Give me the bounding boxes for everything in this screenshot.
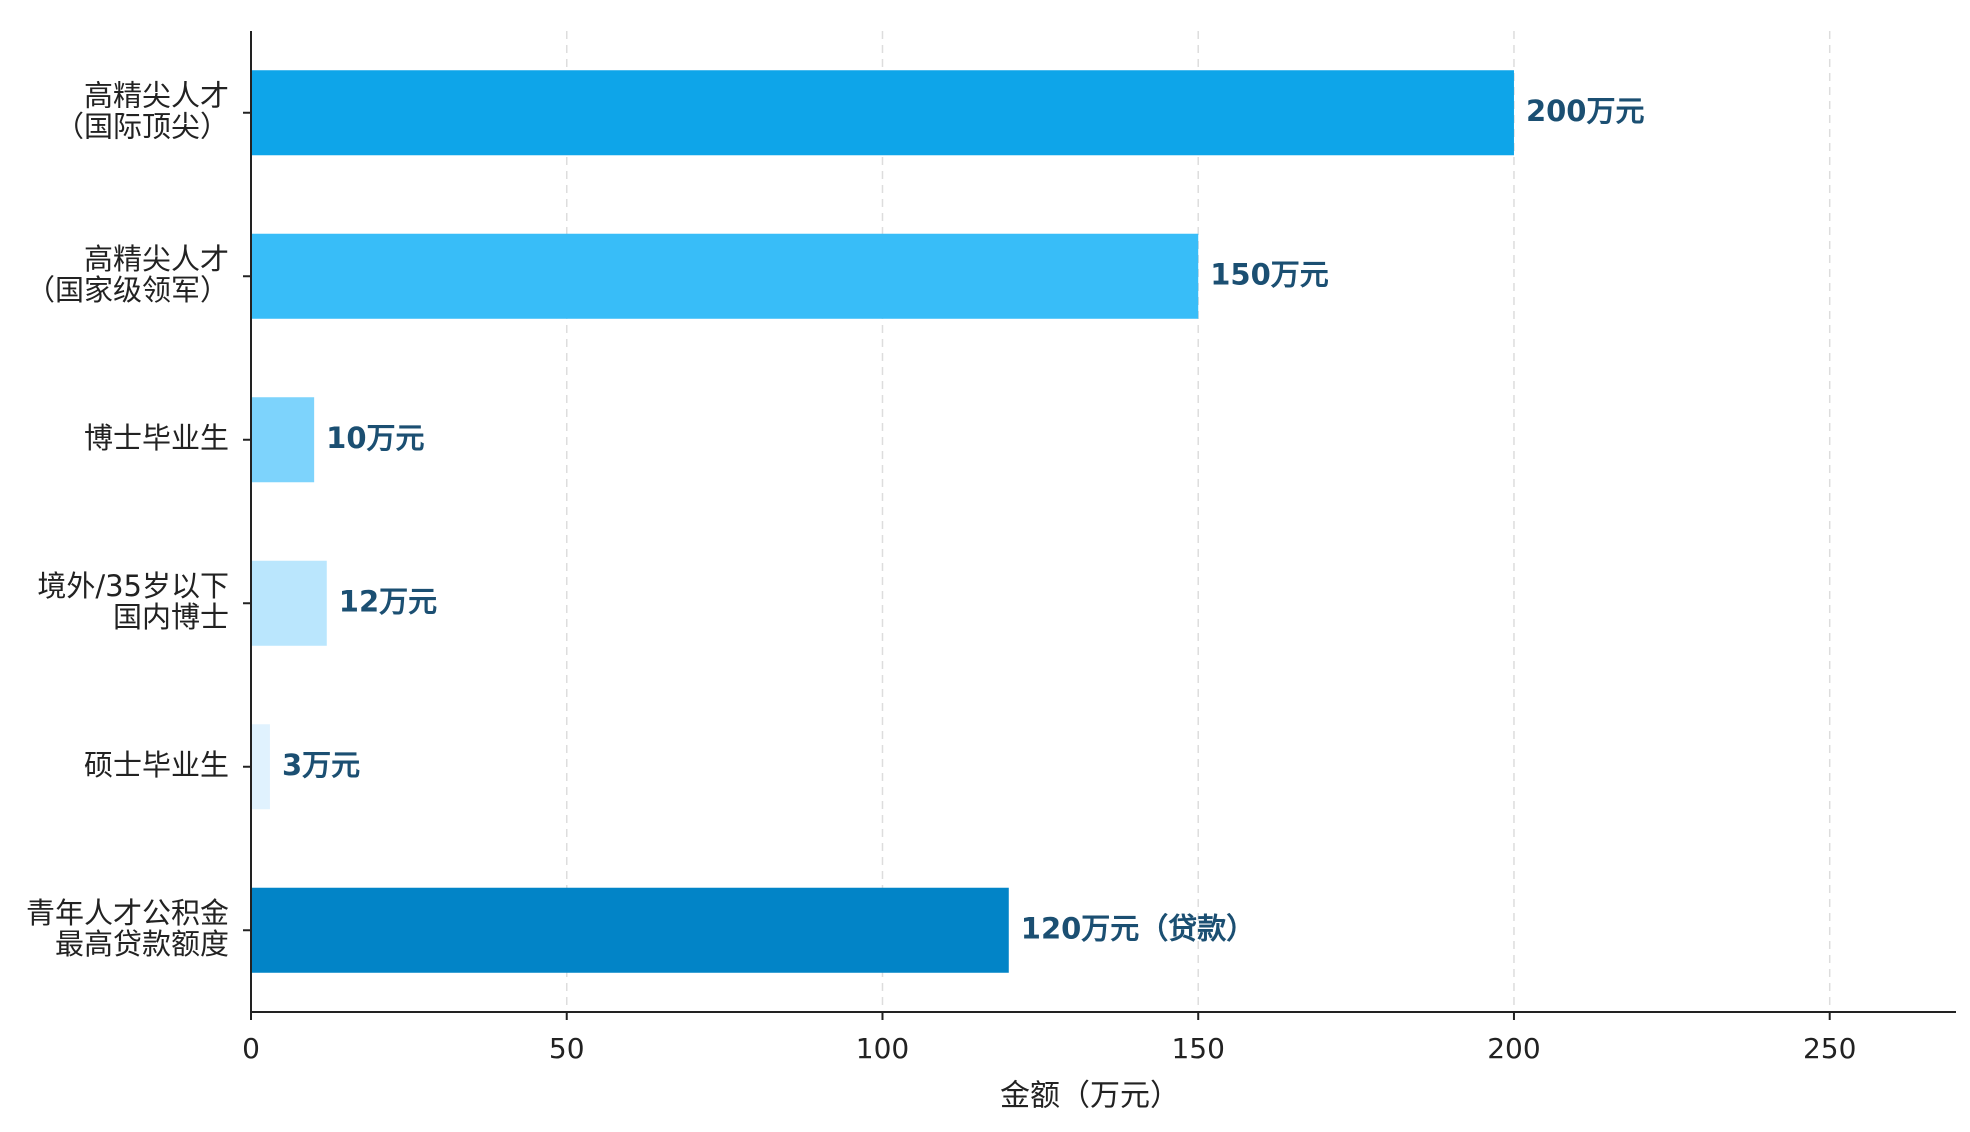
x-tick-label: 50 bbox=[549, 1032, 585, 1065]
y-tick-label-line: 博士毕业生 bbox=[84, 421, 229, 455]
y-tick-label-line: 国内博士 bbox=[113, 600, 229, 634]
y-tick-label: 博士毕业生 bbox=[84, 421, 229, 455]
x-tick-label: 250 bbox=[1803, 1032, 1856, 1065]
bar bbox=[251, 724, 270, 810]
value-label: 10万元 bbox=[326, 421, 424, 455]
y-tick-label-line: （国家级领军） bbox=[26, 273, 229, 307]
x-tick-label: 150 bbox=[1171, 1032, 1224, 1065]
value-label: 200万元 bbox=[1526, 94, 1645, 128]
y-tick-label: 硕士毕业生 bbox=[84, 748, 229, 782]
bar bbox=[251, 70, 1514, 156]
value-label: 12万元 bbox=[339, 584, 437, 618]
bar bbox=[251, 397, 315, 483]
x-tick-label: 200 bbox=[1487, 1032, 1540, 1065]
bar bbox=[251, 887, 1009, 973]
y-tick-label: 境外/35岁以下国内博士 bbox=[37, 569, 229, 634]
y-tick-label-line: 最高贷款额度 bbox=[55, 927, 229, 961]
y-tick-label: 高精尖人才（国际顶尖） bbox=[55, 78, 229, 143]
value-label: 150万元 bbox=[1210, 257, 1329, 291]
y-tick-label: 高精尖人才（国家级领军） bbox=[26, 242, 229, 307]
y-tick-label-line: 高精尖人才 bbox=[84, 242, 229, 276]
x-tick-label: 100 bbox=[856, 1032, 909, 1065]
value-label: 120万元（贷款） bbox=[1021, 911, 1256, 945]
bar bbox=[251, 560, 327, 646]
y-tick-label: 青年人才公积金最高贷款额度 bbox=[26, 896, 229, 961]
bar bbox=[251, 233, 1199, 319]
y-tick-label-line: 硕士毕业生 bbox=[84, 748, 229, 782]
y-tick-label-line: 青年人才公积金 bbox=[26, 896, 229, 930]
y-tick-label-line: 境外/35岁以下 bbox=[37, 569, 229, 603]
x-tick-label: 0 bbox=[242, 1032, 260, 1065]
value-label: 3万元 bbox=[282, 748, 360, 782]
y-tick-label-line: 高精尖人才 bbox=[84, 78, 229, 112]
x-axis-title: 金额（万元） bbox=[1000, 1079, 1180, 1114]
y-tick-label-line: （国际顶尖） bbox=[55, 109, 229, 143]
